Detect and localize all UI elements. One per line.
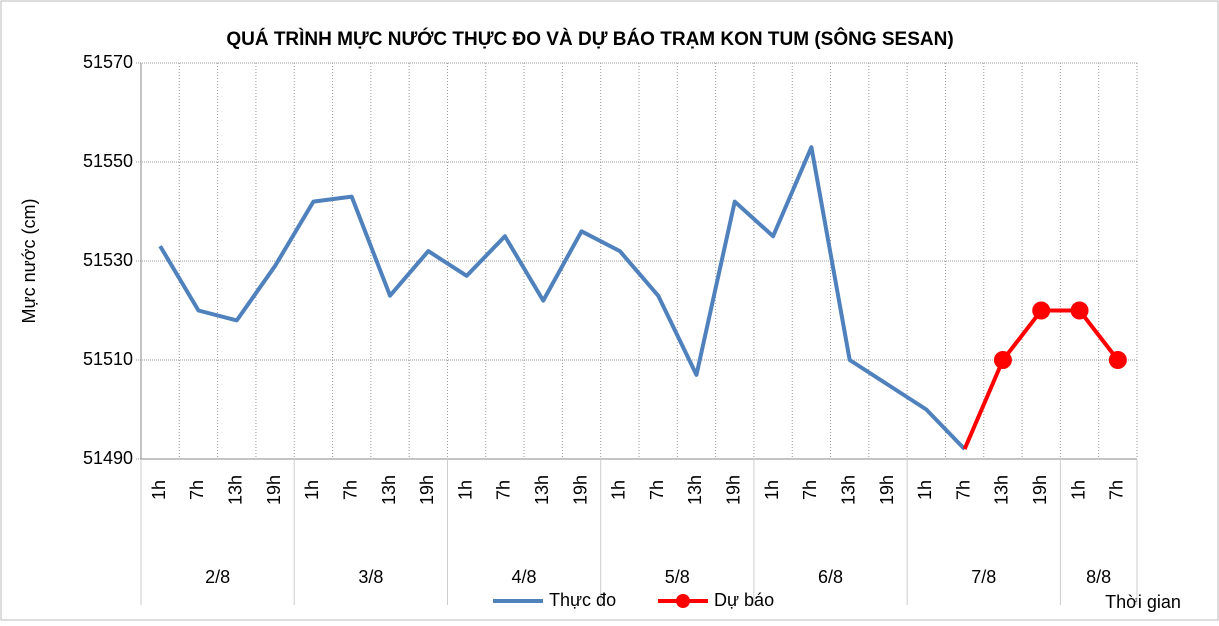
- x-tick-label: 1h: [455, 480, 475, 500]
- x-tick-label: 13h: [379, 475, 399, 505]
- x-tick-label: 7h: [800, 480, 820, 500]
- x-axis-label: Thời gian: [1105, 592, 1181, 612]
- x-tick-label: 7h: [494, 480, 514, 500]
- x-tick-label: 7h: [647, 480, 667, 500]
- x-tick-label: 19h: [570, 475, 590, 505]
- x-tick-label: 19h: [264, 475, 284, 505]
- x-tick-label: 7h: [953, 480, 973, 500]
- x-tick-label: 1h: [762, 480, 782, 500]
- x-tick-label: 19h: [877, 475, 897, 505]
- date-label: 6/8: [818, 567, 843, 587]
- date-label: 4/8: [512, 567, 537, 587]
- legend-marker: [676, 594, 690, 608]
- marker: [1108, 351, 1127, 369]
- x-tick-label: 13h: [838, 475, 858, 505]
- date-label: 3/8: [358, 567, 383, 587]
- date-label: 5/8: [665, 567, 690, 587]
- y-tick-label: 51550: [83, 151, 133, 171]
- x-tick-label: 13h: [226, 475, 246, 505]
- chart-title: QUÁ TRÌNH MỰC NƯỚC THỰC ĐO VÀ DỰ BÁO TRẠ…: [226, 28, 953, 50]
- y-tick-label: 51490: [83, 448, 133, 468]
- x-tick-label: 1h: [1068, 480, 1088, 500]
- y-tick-label: 51570: [83, 52, 133, 72]
- x-tick-label: 7h: [340, 480, 360, 500]
- x-tick-label: 19h: [1030, 475, 1050, 505]
- series-line: [158, 145, 967, 451]
- x-tick-label: 7h: [1107, 480, 1127, 500]
- x-tick-label: 13h: [685, 475, 705, 505]
- y-tick-label: 51510: [83, 349, 133, 369]
- x-tick-label: 19h: [724, 475, 744, 505]
- x-tick-label: 1h: [915, 480, 935, 500]
- date-label: 8/8: [1086, 567, 1111, 587]
- date-label: 2/8: [205, 567, 230, 587]
- x-tick-label: 1h: [302, 480, 322, 500]
- legend-label: Thực đo: [549, 590, 616, 610]
- x-tick-label: 13h: [532, 475, 552, 505]
- marker: [993, 351, 1012, 369]
- marker: [1032, 301, 1051, 320]
- x-tick-label: 13h: [992, 475, 1012, 505]
- y-tick-label: 51530: [83, 250, 133, 270]
- y-axis-label: Mực nước (cm): [19, 199, 39, 324]
- legend-label: Dự báo: [714, 590, 774, 610]
- x-tick-label: 7h: [187, 480, 207, 500]
- x-tick-label: 1h: [149, 480, 169, 500]
- x-tick-label: 19h: [417, 475, 437, 505]
- marker: [1070, 301, 1089, 320]
- x-tick-label: 1h: [609, 480, 629, 500]
- date-label: 7/8: [971, 567, 996, 587]
